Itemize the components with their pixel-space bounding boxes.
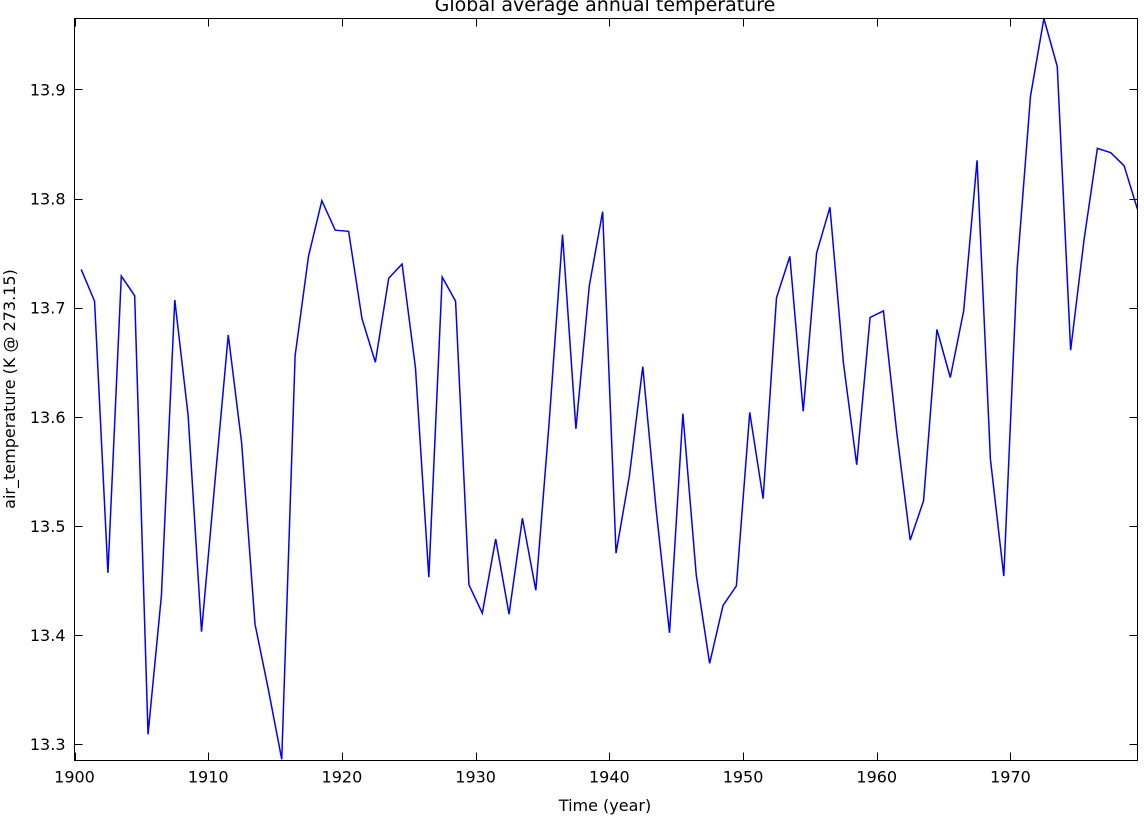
x-tick-label: 1970: [990, 768, 1031, 787]
series-line-air-temperature: [80, 18, 1139, 760]
y-tick-label: 13.8: [30, 190, 66, 209]
x-tick-label: 1920: [322, 768, 363, 787]
y-tick-label: 13.4: [30, 626, 66, 645]
plot-frame: [74, 18, 1138, 761]
ticks-layer: [74, 18, 1138, 761]
y-tick-label: 13.9: [30, 80, 66, 99]
y-axis-tick-labels: 13.3 13.4 13.5 13.6 13.7 13.8 13.9: [30, 80, 66, 754]
y-tick-label: 13.7: [30, 299, 66, 318]
x-tick-label: 1930: [455, 768, 496, 787]
x-axis-label: Time (year): [558, 796, 651, 815]
x-tick-label: 1940: [589, 768, 630, 787]
x-tick-label: 1950: [723, 768, 764, 787]
x-tick-label: 1960: [856, 768, 897, 787]
chart-title: Global average annual temperature: [435, 0, 776, 16]
x-tick-label: 1910: [188, 768, 229, 787]
x-tick-label: 1900: [54, 768, 95, 787]
x-axis-tick-labels: 1900 1910 1920 1930 1940 1950 1960 1970: [54, 768, 1031, 787]
y-tick-label: 13.5: [30, 517, 66, 536]
y-tick-label: 13.3: [30, 735, 66, 754]
y-axis-label: air_temperature (K @ 273.15): [0, 269, 20, 509]
y-tick-label: 13.6: [30, 408, 66, 427]
